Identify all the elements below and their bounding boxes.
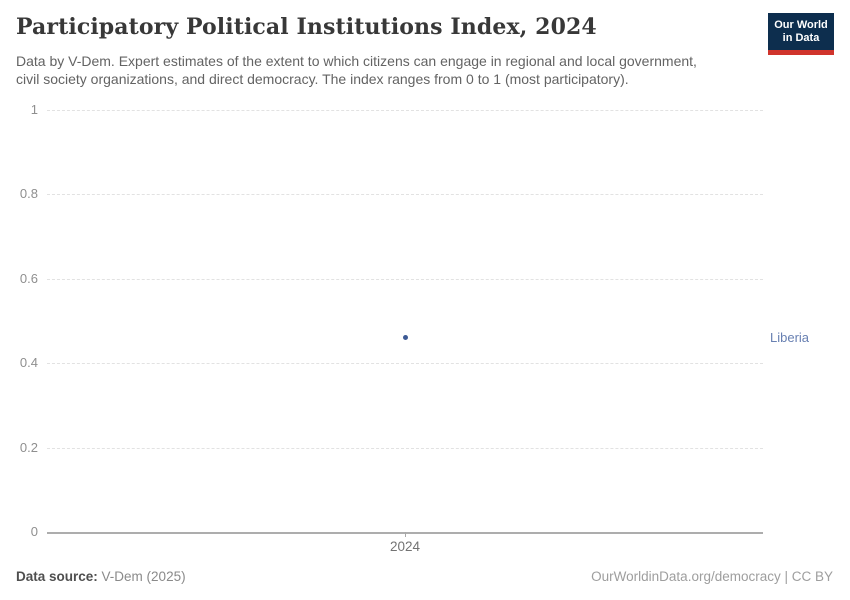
entity-label-liberia[interactable]: Liberia: [770, 329, 810, 345]
x-tick-label: 2024: [389, 539, 421, 554]
y-tick-label: 0.4: [19, 355, 38, 371]
owid-logo[interactable]: Our World in Data: [768, 13, 834, 55]
data-source-value: V-Dem (2025): [101, 569, 186, 584]
owid-logo-line1: Our World: [774, 19, 828, 31]
owid-license-link[interactable]: OurWorldinData.org/democracy | CC BY: [591, 569, 833, 584]
y-tick-label: 0.6: [19, 270, 38, 286]
gridline: [47, 447, 763, 449]
owid-logo-line2: in Data: [782, 32, 820, 44]
subtitle-line-1: Data by V-Dem. Expert estimates of the e…: [16, 53, 697, 69]
gridline: [47, 194, 763, 196]
gridline: [47, 278, 763, 280]
page-title: Participatory Political Institutions Ind…: [16, 14, 597, 40]
y-tick-label: 1: [30, 102, 38, 117]
subtitle-line-2: civil society organizations, and direct …: [16, 71, 629, 87]
x-tick-mark: [405, 532, 406, 537]
data-source-note: Data source: V-Dem (2025): [16, 569, 186, 584]
data-point-liberia[interactable]: [402, 335, 408, 341]
y-tick-label: 0: [30, 524, 38, 539]
chart-subtitle: Data by V-Dem. Expert estimates of the e…: [16, 52, 697, 88]
y-tick-label: 0.8: [19, 186, 38, 202]
data-source-label: Data source:: [16, 569, 98, 584]
gridline: [47, 363, 763, 365]
y-tick-label: 0.2: [19, 439, 38, 455]
gridline: [47, 110, 763, 111]
